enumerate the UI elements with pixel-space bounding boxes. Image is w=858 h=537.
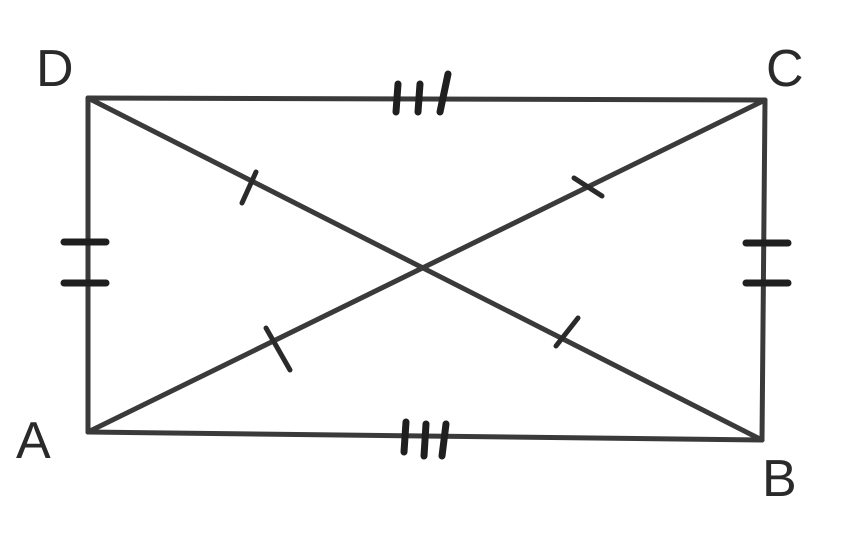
vertex-label-c: C	[766, 40, 804, 98]
vertex-label-a: A	[16, 412, 51, 470]
tick-ab-3	[438, 420, 450, 460]
tick-ao	[263, 325, 293, 373]
tick-marks-ad	[60, 238, 110, 287]
tick-marks-dc	[392, 70, 452, 116]
side-dc	[85, 95, 768, 103]
diagonal-ac	[85, 97, 768, 435]
tick-do	[239, 169, 259, 206]
vertex-label-d: D	[36, 40, 74, 98]
tick-ob	[553, 315, 581, 349]
tick-dc-3	[436, 70, 452, 116]
tick-dc-2	[414, 80, 424, 116]
tick-ab-1	[400, 418, 410, 456]
tick-dc-1	[392, 80, 402, 116]
vertex-label-b: B	[762, 450, 797, 508]
tick-ab-2	[420, 420, 430, 460]
tick-oc	[571, 175, 605, 199]
tick-marks-bc	[742, 239, 792, 287]
side-bc	[759, 97, 768, 443]
tick-marks-ab	[400, 418, 450, 460]
